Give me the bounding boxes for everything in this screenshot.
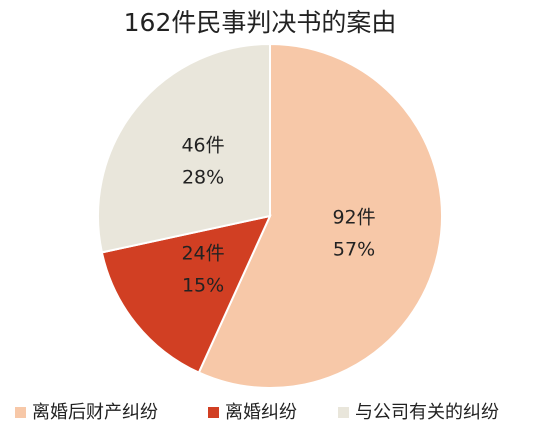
pie-slice <box>97 42 271 254</box>
value-label: 46件 <box>181 135 224 157</box>
percent-label: 57% <box>333 239 375 261</box>
pie-slice <box>197 42 443 389</box>
pie-slice <box>100 214 272 374</box>
percent-label: 28% <box>182 167 224 189</box>
legend-label: 与公司有关的纠纷 <box>355 402 499 423</box>
legend-label: 离婚后财产纠纷 <box>32 402 158 423</box>
chart-title: 162件民事判决书的案由 <box>124 8 397 37</box>
legend-swatch <box>208 407 219 418</box>
legend-swatch <box>338 407 349 418</box>
percent-label: 15% <box>182 274 224 296</box>
value-label: 24件 <box>181 242 224 264</box>
legend-label: 离婚纠纷 <box>225 402 297 423</box>
legend-swatch <box>15 407 26 418</box>
value-label: 92件 <box>332 207 375 229</box>
